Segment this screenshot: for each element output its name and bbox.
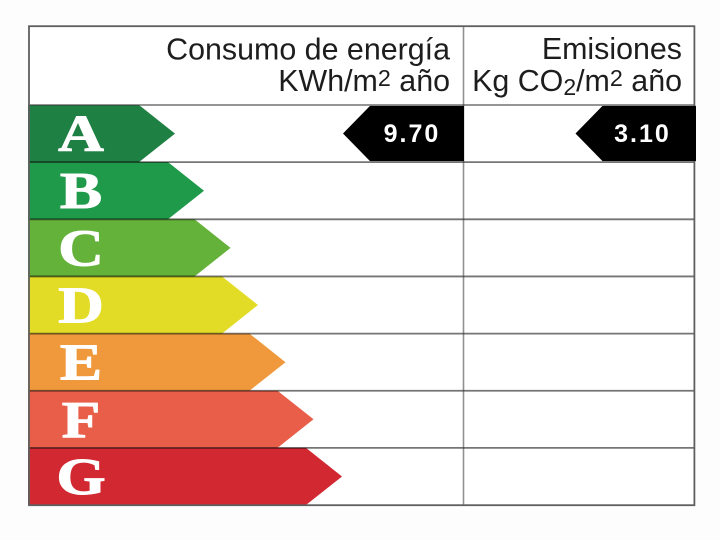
svg-text:C: C bbox=[58, 219, 104, 277]
svg-text:E: E bbox=[60, 333, 102, 391]
svg-text:D: D bbox=[58, 276, 104, 334]
svg-text:9.70: 9.70 bbox=[384, 120, 441, 148]
svg-text:3.10: 3.10 bbox=[614, 120, 671, 148]
svg-text:KWh/m2 año: KWh/m2 año bbox=[278, 64, 450, 98]
svg-text:F: F bbox=[62, 390, 101, 448]
svg-text:Emisiones: Emisiones bbox=[542, 32, 682, 66]
svg-text:G: G bbox=[56, 447, 105, 505]
svg-text:Kg CO2/m2 año: Kg CO2/m2 año bbox=[472, 64, 682, 100]
svg-text:Consumo de energía: Consumo de energía bbox=[166, 33, 450, 67]
svg-text:B: B bbox=[60, 162, 102, 220]
svg-text:A: A bbox=[58, 104, 104, 162]
